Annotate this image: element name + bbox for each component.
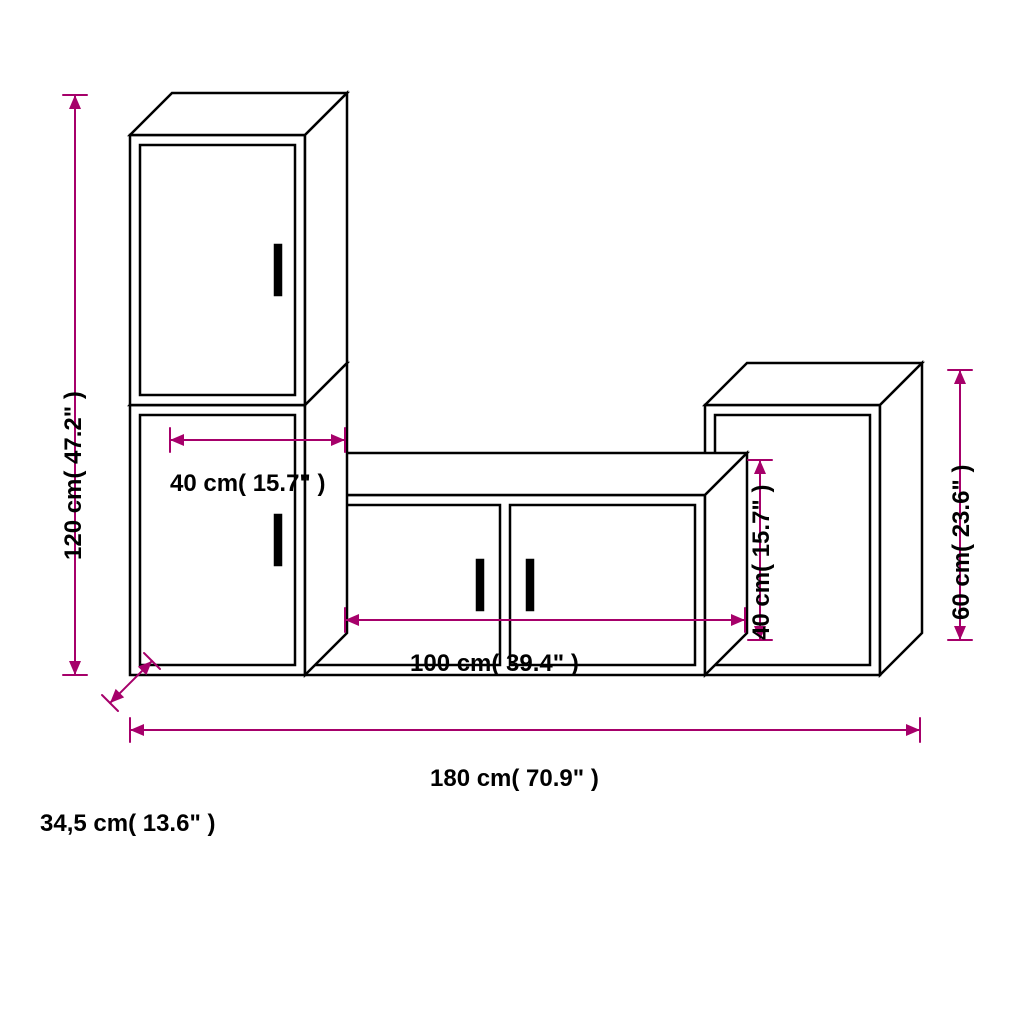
dim-label-width-100: 100 cm( 39.4" ) <box>410 650 579 678</box>
dim-label-height-40: 40 cm( 15.7" ) <box>748 485 776 640</box>
diagram-svg <box>0 0 1024 1024</box>
dim-label-height-60: 60 cm( 23.6" ) <box>948 465 976 620</box>
dim-label-width-180: 180 cm( 70.9" ) <box>430 765 599 793</box>
diagram-canvas: 120 cm( 47.2" ) 40 cm( 15.7" ) 100 cm( 3… <box>0 0 1024 1024</box>
dim-label-height-120: 120 cm( 47.2" ) <box>60 391 88 560</box>
dim-label-width-40: 40 cm( 15.7" ) <box>170 470 325 498</box>
dim-label-depth-345: 34,5 cm( 13.6" ) <box>40 810 215 838</box>
